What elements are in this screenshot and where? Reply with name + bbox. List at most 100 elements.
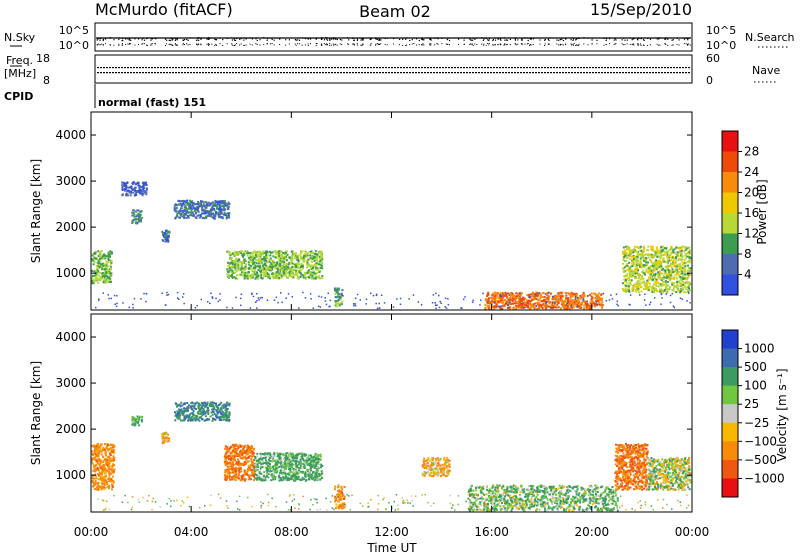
echo-cell: [282, 259, 284, 261]
nsearch-point: [630, 44, 631, 45]
echo-cell: [681, 280, 683, 282]
nave-point: [544, 72, 546, 73]
echo-cell: [98, 478, 100, 480]
freq-point: [361, 67, 363, 68]
echo-cell: [341, 289, 343, 291]
nsearch-point: [413, 43, 414, 44]
nsearch-point: [216, 45, 217, 46]
freq-point: [529, 67, 531, 68]
nave-point: [307, 72, 309, 73]
nave-point: [280, 72, 282, 73]
nsky-point: [214, 39, 215, 40]
nsearch-point: [473, 45, 474, 46]
nsky-point: [571, 39, 572, 40]
echo-cell: [435, 308, 437, 310]
nsearch-point: [129, 43, 130, 44]
echo-cell: [133, 219, 135, 221]
echo-cell: [276, 261, 278, 263]
echo-cell: [98, 447, 100, 449]
nave-point: [571, 72, 573, 73]
freq-point: [310, 67, 312, 68]
echo-cell: [659, 261, 661, 263]
nsearch-point: [449, 44, 450, 45]
nave-point: [463, 72, 465, 73]
echo-cell: [245, 272, 247, 274]
echo-cell: [320, 306, 322, 308]
echo-cell: [688, 284, 690, 286]
echo-cell: [187, 215, 189, 217]
nsky-point: [279, 39, 280, 40]
echo-cell: [686, 281, 688, 283]
echo-cell: [100, 277, 102, 279]
nave-point: [673, 72, 675, 73]
nsky-point: [563, 40, 564, 41]
echo-cell: [488, 298, 490, 300]
nave-point: [316, 72, 318, 73]
echo-cell: [579, 297, 581, 299]
freq-point: [265, 67, 267, 68]
nsearch-point: [469, 44, 470, 45]
echo-cell: [184, 200, 186, 202]
echo-cell: [238, 252, 240, 254]
echo-cell: [272, 255, 274, 257]
echo-cell: [636, 267, 638, 269]
nave-point: [211, 72, 213, 73]
nsearch-point: [357, 43, 358, 44]
nsky-point: [561, 39, 562, 40]
freq-point: [469, 67, 471, 68]
nsky-point: [243, 40, 244, 41]
echo-cell: [504, 304, 506, 306]
nave-point: [682, 72, 684, 73]
freq-point: [544, 67, 546, 68]
freq-point: [211, 67, 213, 68]
echo-cell: [277, 270, 279, 272]
freq-point: [154, 67, 156, 68]
echo-cell: [630, 251, 632, 253]
echo-cell: [97, 267, 99, 269]
nave-point: [679, 72, 681, 73]
echo-cell: [353, 303, 355, 305]
echo-cell: [512, 298, 514, 300]
freq-point: [637, 67, 639, 68]
echo-cell: [247, 271, 249, 273]
echo-cell: [107, 272, 109, 274]
echo-cell: [112, 463, 114, 465]
echo-cell: [373, 295, 375, 297]
echo-cell: [656, 267, 658, 269]
freq-point: [259, 67, 261, 68]
echo-cell: [257, 255, 259, 257]
echo-cell: [569, 304, 571, 306]
echo-cell: [101, 257, 103, 259]
echo-cell: [688, 282, 690, 284]
nsearch-point: [377, 43, 378, 44]
echo-cell: [671, 266, 673, 268]
echo-cell: [662, 281, 664, 283]
echo-cell: [576, 294, 578, 296]
echo-cell: [302, 274, 304, 276]
echo-cell: [645, 272, 647, 274]
nsky-point: [377, 39, 378, 40]
echo-cell: [665, 266, 667, 268]
echo-cell: [303, 260, 305, 262]
echo-cell: [284, 274, 286, 276]
echo-cell: [316, 257, 318, 259]
echo-cell: [560, 292, 562, 294]
nave-point: [169, 72, 171, 73]
echo-cell: [244, 278, 246, 280]
echo-cell: [643, 281, 645, 283]
echo-cell: [640, 290, 642, 292]
nave-point: [364, 72, 366, 73]
echo-cell: [632, 273, 634, 275]
nsky-point: [285, 39, 286, 40]
nave-point: [481, 72, 483, 73]
nsearch-point: [144, 43, 145, 44]
freq-point: [661, 67, 663, 68]
echo-cell: [306, 272, 308, 274]
echo-cell: [464, 296, 466, 298]
freq-point: [157, 67, 159, 68]
echo-cell: [182, 214, 184, 216]
echo-cell: [272, 251, 274, 253]
echo-cell: [212, 201, 214, 203]
nave-point: [619, 72, 621, 73]
echo-cell: [506, 295, 508, 297]
